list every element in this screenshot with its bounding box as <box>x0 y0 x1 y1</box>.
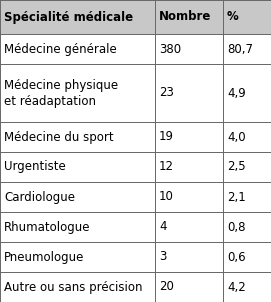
Bar <box>0 152 155 182</box>
Bar <box>0 242 155 272</box>
Text: %: % <box>227 11 239 24</box>
Bar <box>155 34 223 64</box>
Bar <box>0 272 155 302</box>
Text: 23: 23 <box>159 86 174 99</box>
Bar <box>155 272 223 302</box>
Text: Spécialité médicale: Spécialité médicale <box>4 11 133 24</box>
Text: Pneumologue: Pneumologue <box>4 250 84 264</box>
Text: Urgentiste: Urgentiste <box>4 160 66 174</box>
Text: 4,0: 4,0 <box>227 130 246 143</box>
Text: 2,5: 2,5 <box>227 160 246 174</box>
Text: 20: 20 <box>159 281 174 294</box>
Text: 4,9: 4,9 <box>227 86 246 99</box>
Bar <box>223 182 271 212</box>
Bar <box>155 152 223 182</box>
Bar <box>0 212 155 242</box>
Bar <box>0 34 155 64</box>
Text: Autre ou sans précision: Autre ou sans précision <box>4 281 143 294</box>
Text: Médecine générale: Médecine générale <box>4 43 117 56</box>
Bar <box>0 64 155 122</box>
Bar <box>0 182 155 212</box>
Text: 10: 10 <box>159 191 174 204</box>
Text: 0,6: 0,6 <box>227 250 246 264</box>
Text: 2,1: 2,1 <box>227 191 246 204</box>
Bar <box>155 64 223 122</box>
Text: Médecine du sport: Médecine du sport <box>4 130 114 143</box>
Bar <box>223 272 271 302</box>
Text: 80,7: 80,7 <box>227 43 253 56</box>
Text: Rhumatologue: Rhumatologue <box>4 220 91 233</box>
Text: Cardiologue: Cardiologue <box>4 191 75 204</box>
Text: 3: 3 <box>159 250 166 264</box>
Bar <box>223 0 271 34</box>
Bar <box>155 0 223 34</box>
Bar <box>223 242 271 272</box>
Text: 4,2: 4,2 <box>227 281 246 294</box>
Text: 380: 380 <box>159 43 181 56</box>
Text: Nombre: Nombre <box>159 11 211 24</box>
Bar <box>155 212 223 242</box>
Bar <box>223 64 271 122</box>
Bar <box>0 0 155 34</box>
Bar <box>223 34 271 64</box>
Text: 0,8: 0,8 <box>227 220 246 233</box>
Bar <box>223 152 271 182</box>
Bar <box>0 122 155 152</box>
Text: 19: 19 <box>159 130 174 143</box>
Text: Médecine physique
et réadaptation: Médecine physique et réadaptation <box>4 79 118 108</box>
Bar <box>155 242 223 272</box>
Bar <box>223 212 271 242</box>
Bar <box>223 122 271 152</box>
Text: 4: 4 <box>159 220 166 233</box>
Bar <box>155 122 223 152</box>
Bar <box>155 182 223 212</box>
Text: 12: 12 <box>159 160 174 174</box>
